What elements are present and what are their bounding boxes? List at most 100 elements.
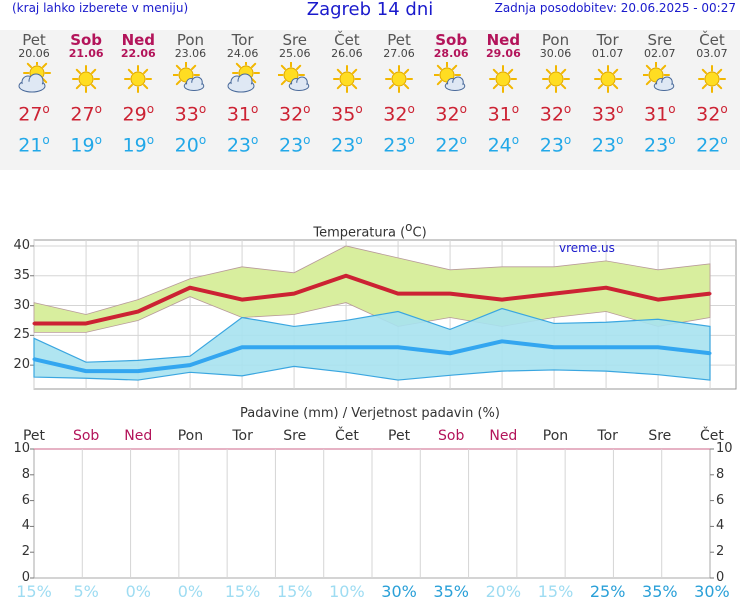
sun-ray xyxy=(91,68,97,74)
sun-ray xyxy=(128,68,134,74)
day-name: Ned xyxy=(121,31,156,49)
max-temperature-point xyxy=(656,298,660,302)
max-temperature-point xyxy=(188,286,192,290)
sun-icon xyxy=(593,65,622,93)
sun-icon xyxy=(72,65,101,93)
temperature-value: 31 xyxy=(487,103,512,126)
sun-ray xyxy=(701,84,707,90)
max-temperature-point xyxy=(396,292,400,296)
degree-sign: o xyxy=(668,133,676,148)
y-tick-label: 25 xyxy=(13,327,30,343)
day-column: Ned 29.06 31o 24o xyxy=(477,32,529,157)
precipitation-right-tick-label: 4 xyxy=(716,518,725,534)
max-temperature: 32o xyxy=(373,98,425,125)
sun-ray xyxy=(612,68,618,74)
degree-sign: o xyxy=(459,102,467,116)
precipitation-probability: 30% xyxy=(694,582,730,601)
sun-ray xyxy=(143,68,149,74)
y-tick-label: 30 xyxy=(13,297,30,313)
precipitation-day-label: Čet xyxy=(334,428,359,444)
day-column: Pon 30.06 32o 23o xyxy=(530,32,582,157)
day-name: Tor xyxy=(231,31,254,49)
sun-ray xyxy=(560,68,566,74)
sun-ray xyxy=(75,84,82,90)
weather-icon-slot xyxy=(269,60,321,98)
temperature-value: 20 xyxy=(174,134,199,157)
min-temperature-point xyxy=(32,357,36,361)
sun-icon xyxy=(489,65,518,93)
precipitation-day-label: Pon xyxy=(177,428,204,444)
sun-disc xyxy=(339,71,355,87)
sun-disc xyxy=(600,71,616,87)
cloud-fill xyxy=(21,81,43,91)
degree-sign: o xyxy=(511,133,520,148)
precipitation-probability: 30% xyxy=(381,582,417,601)
max-temperature-point xyxy=(292,292,296,296)
degree-sign: o xyxy=(563,102,572,116)
min-temperature: 23o xyxy=(217,129,269,156)
sun-ray xyxy=(336,68,342,74)
temperature-value: 31 xyxy=(644,103,669,126)
precipitation-probability: 0% xyxy=(177,582,204,601)
precipitation-day-label: Sre xyxy=(283,428,307,444)
weather-icon-slot xyxy=(425,60,477,98)
precipitation-day-label: Sre xyxy=(648,428,672,444)
temperature-chart-title: Temperatura (oC) xyxy=(0,220,740,240)
sun-ray xyxy=(280,64,286,70)
precipitation-probability: 15% xyxy=(276,582,313,601)
precipitation-day-label: Sob xyxy=(438,428,465,444)
min-temperature: 23o xyxy=(321,129,373,156)
location-menu-hint[interactable]: (kraj lahko izberete v meniju) xyxy=(12,1,189,15)
min-temperature: 23o xyxy=(269,129,321,156)
precipitation-probability: 35% xyxy=(433,582,469,601)
min-temperature-point xyxy=(500,339,504,343)
degree-sign: o xyxy=(355,102,363,116)
sun-ray xyxy=(143,84,149,90)
y-tick-label: 35 xyxy=(13,267,30,283)
sun-icon xyxy=(385,65,414,93)
precipitation-left-tick-label: 6 xyxy=(21,492,30,508)
max-temperature-point xyxy=(604,286,608,290)
max-temperature: 31o xyxy=(634,98,686,125)
weather-icon-slot xyxy=(530,60,582,98)
weather-icon-slot xyxy=(60,60,112,98)
watermark: vreme.us xyxy=(559,241,615,255)
temperature-value: 23 xyxy=(591,134,617,157)
temperature-title-prefix: Temperatura ( xyxy=(313,225,406,241)
temperature-value: 35 xyxy=(331,103,356,126)
sun-ray xyxy=(597,84,603,90)
max-temperature: 32o xyxy=(530,98,582,125)
max-temperature: 32o xyxy=(269,98,321,125)
degree-sign: o xyxy=(407,102,415,116)
precipitation-probability: 0% xyxy=(125,582,151,601)
precipitation-left-tick-label: 8 xyxy=(21,466,30,482)
min-temperature-point xyxy=(84,369,88,373)
day-date: 02.07 xyxy=(644,47,676,60)
precipitation-right-tick-label: 6 xyxy=(716,492,725,508)
temperature-value: 31 xyxy=(226,103,252,126)
degree-sign: o xyxy=(720,102,728,116)
day-date: 24.06 xyxy=(226,47,259,60)
temperature-value: 32 xyxy=(278,103,304,126)
precipitation-day-label: Tor xyxy=(232,428,253,444)
sun-ray xyxy=(351,68,358,74)
day-name: Pon xyxy=(541,31,570,49)
day-name: Ned xyxy=(486,31,521,49)
min-temperature-point xyxy=(292,345,296,349)
sun-ray xyxy=(42,78,48,84)
cloud-fill xyxy=(186,82,203,90)
precipitation-day-label: Čet xyxy=(699,428,724,444)
max-temperature: 31o xyxy=(217,98,269,125)
cloud-shape xyxy=(653,76,675,91)
daily-forecast-band xyxy=(0,30,740,170)
sun-ray xyxy=(597,68,603,74)
day-date: 01.07 xyxy=(591,47,624,60)
header: (kraj lahko izberete v meniju) Zagreb 14… xyxy=(0,0,740,22)
max-temperature-line xyxy=(34,273,711,326)
min-temperature: 23o xyxy=(530,129,582,156)
precipitation-right-tick-label: 8 xyxy=(716,466,725,482)
precipitation-probability: 25% xyxy=(589,582,626,601)
partly-cloudy-icon xyxy=(227,62,260,93)
precipitation-probability: 35% xyxy=(642,582,678,601)
temperature-value: 32 xyxy=(435,103,460,126)
